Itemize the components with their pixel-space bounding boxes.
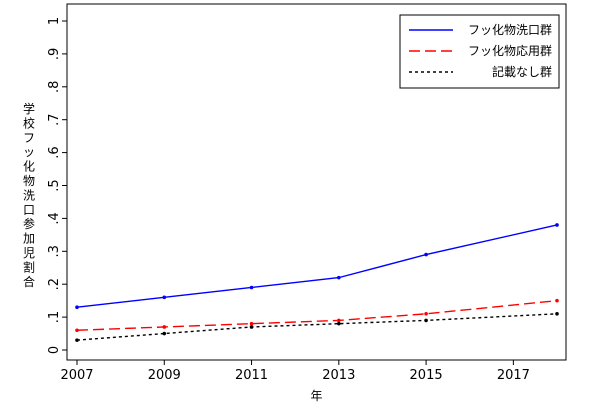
data-point <box>424 252 428 257</box>
y-tick-label: .6 <box>47 146 62 158</box>
data-point <box>337 275 341 280</box>
data-point <box>555 312 559 316</box>
data-point <box>249 321 254 326</box>
data-point <box>75 328 79 333</box>
x-tick-label: 2011 <box>235 368 268 383</box>
y-tick-label: .4 <box>47 212 62 224</box>
data-point <box>555 298 559 303</box>
y-tick-label: .9 <box>47 48 62 60</box>
y-tick-label: .7 <box>47 113 62 125</box>
data-point <box>249 285 254 290</box>
plot-frame <box>66 3 567 361</box>
data-point <box>424 318 428 323</box>
x-tick-label: 2013 <box>322 368 355 383</box>
series-line-2 <box>76 299 558 331</box>
data-point <box>75 338 79 342</box>
y-tick-label: .5 <box>47 179 62 191</box>
y-tick-label: 0 <box>47 346 62 354</box>
data-point <box>555 223 559 227</box>
y-tick-label: .8 <box>47 81 62 93</box>
series-line-1 <box>76 224 558 308</box>
y-tick-label: .3 <box>47 245 62 257</box>
x-tick-label: 2015 <box>410 368 443 383</box>
y-tick-label: .1 <box>47 311 62 323</box>
data-point <box>162 295 167 300</box>
legend-label-3: 記載なし群 <box>492 64 552 79</box>
x-axis-title: 年 <box>310 389 322 403</box>
y-tick-label: .2 <box>47 278 62 290</box>
series-line-3 <box>76 313 558 341</box>
x-tick-label: 2009 <box>148 368 181 383</box>
data-point <box>75 305 79 310</box>
y-tick-label: 1 <box>47 17 62 25</box>
data-point <box>162 331 167 336</box>
data-point <box>424 312 428 316</box>
data-point <box>337 318 341 323</box>
x-tick-label: 2017 <box>497 368 530 383</box>
data-point <box>249 325 254 329</box>
legend-label-2: フッ化物応用群 <box>468 44 552 58</box>
data-point <box>162 325 167 329</box>
y-axis-title: 学校フッ化物洗口参加児割合 <box>23 101 35 289</box>
x-tick-label: 2007 <box>60 368 93 383</box>
legend-label-1: フッ化物洗口群 <box>468 23 552 37</box>
data-point <box>337 321 341 326</box>
